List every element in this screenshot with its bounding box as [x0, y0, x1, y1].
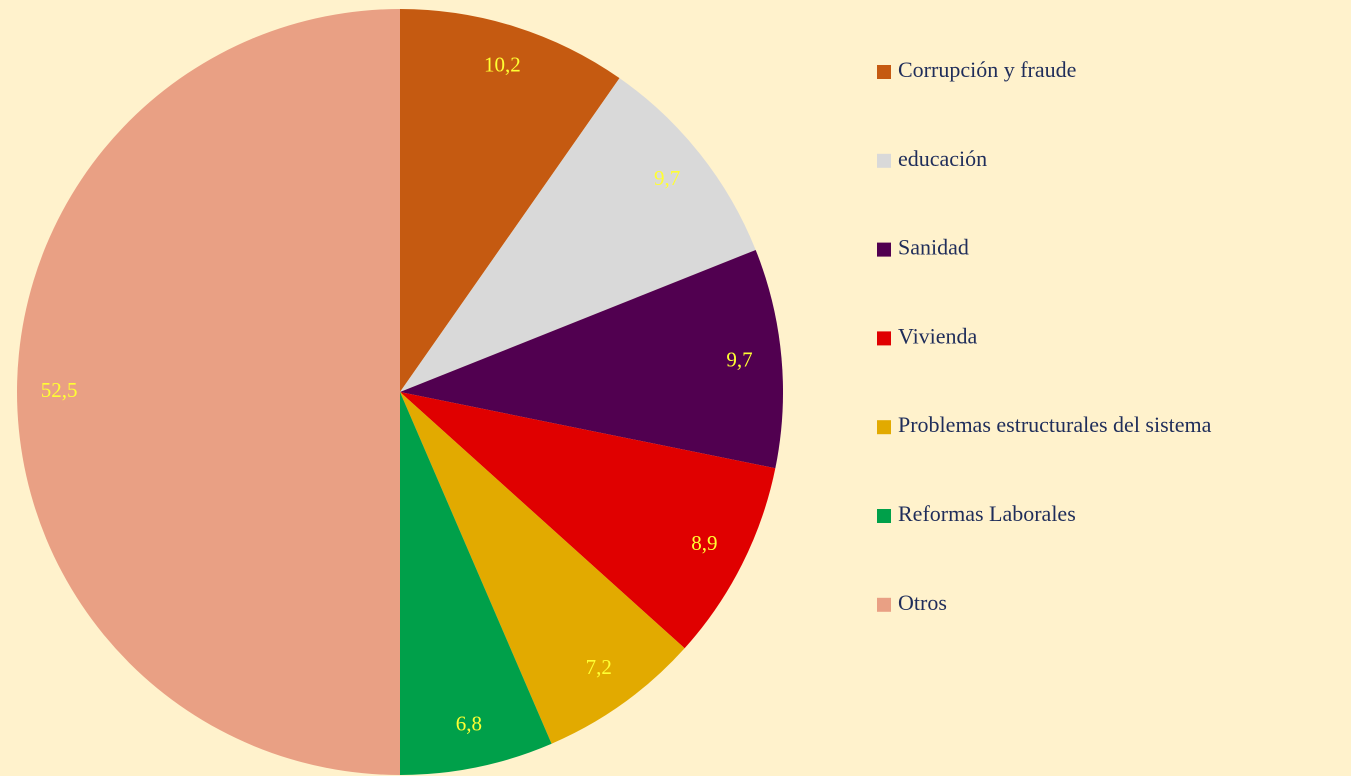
- legend-label: Corrupción y fraude: [898, 57, 1076, 82]
- data-label: 9,7: [654, 166, 680, 190]
- pie-slice: [400, 392, 776, 649]
- legend-swatch: [877, 420, 891, 435]
- legend-swatch: [877, 65, 891, 79]
- data-label: 8,9: [691, 531, 717, 555]
- legend-swatch: [877, 153, 891, 168]
- data-label: 6,8: [456, 712, 482, 736]
- pie-slice: [400, 392, 685, 744]
- legend-label: Problemas estructurales del sistema: [898, 412, 1212, 437]
- legend-swatch: [877, 597, 891, 612]
- data-label: 9,7: [726, 347, 752, 371]
- legend-label: educación: [898, 146, 987, 171]
- legend-label: Sanidad: [898, 235, 969, 260]
- pie-slice: [400, 249, 784, 469]
- pie-slice: [400, 9, 620, 392]
- legend-swatch: [877, 509, 891, 523]
- legend-label: Vivienda: [898, 323, 978, 348]
- pie-slice: [17, 9, 400, 775]
- legend-label: Reformas Laborales: [898, 501, 1076, 526]
- legend-label: Otros: [898, 590, 947, 615]
- legend-swatch: [877, 331, 891, 346]
- legend-swatch: [877, 242, 891, 257]
- data-label: 7,2: [586, 655, 612, 679]
- pie-slice: [400, 78, 756, 392]
- data-label: 52,5: [41, 378, 78, 402]
- data-label: 10,2: [484, 53, 521, 77]
- pie-slice: [400, 392, 552, 775]
